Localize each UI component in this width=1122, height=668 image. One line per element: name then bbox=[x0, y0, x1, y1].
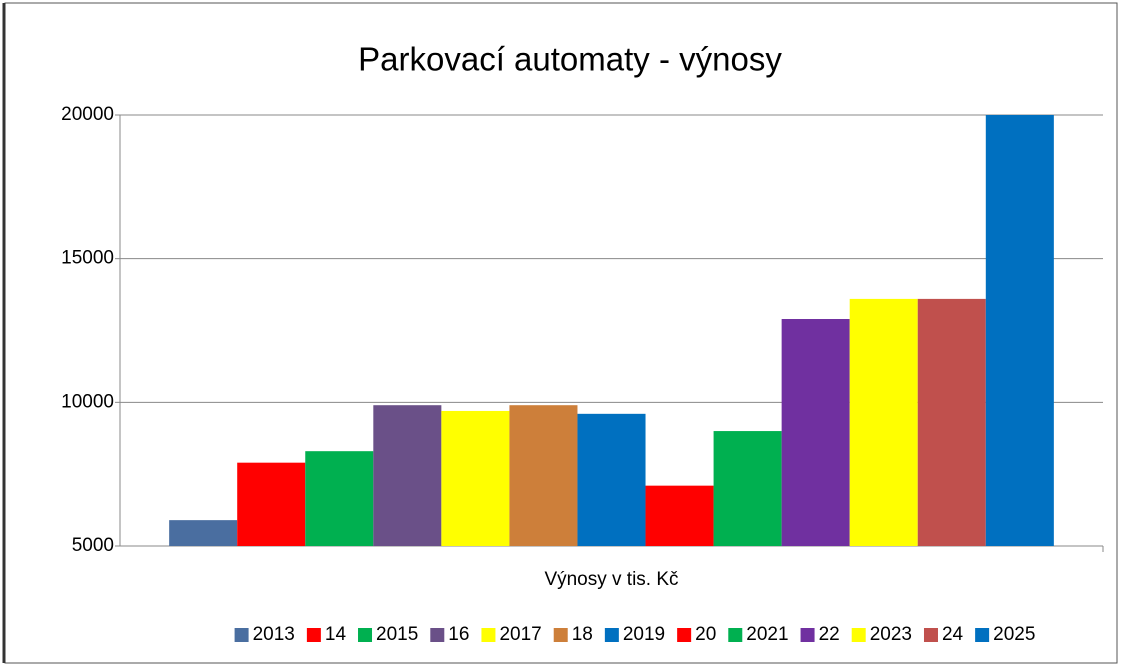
bar bbox=[441, 410, 510, 546]
legend-swatch bbox=[481, 628, 496, 642]
bar bbox=[713, 431, 782, 546]
bar bbox=[645, 485, 714, 546]
legend-swatch bbox=[728, 628, 743, 642]
legend-label: 2023 bbox=[870, 624, 912, 645]
legend-label: 20 bbox=[695, 624, 716, 645]
legend-swatch bbox=[604, 628, 619, 642]
legend-swatch bbox=[306, 628, 321, 642]
legend-swatch bbox=[234, 628, 249, 642]
legend-swatch bbox=[975, 628, 990, 642]
bar bbox=[305, 451, 374, 546]
legend-label: 2015 bbox=[376, 624, 418, 645]
bar bbox=[237, 462, 306, 546]
legend-swatch bbox=[430, 628, 445, 642]
legend-label: 24 bbox=[942, 624, 964, 645]
legend-label: 2017 bbox=[499, 624, 541, 645]
legend-label: 2019 bbox=[623, 624, 665, 645]
bar bbox=[985, 115, 1054, 546]
chart-title: Parkovací automaty - výnosy bbox=[358, 41, 782, 78]
legend-label: 2025 bbox=[993, 624, 1035, 645]
legend-label: 18 bbox=[572, 624, 593, 645]
bar bbox=[577, 413, 646, 546]
legend-swatch bbox=[800, 628, 815, 642]
legend-swatch bbox=[923, 628, 938, 642]
y-tick-label: 15000 bbox=[61, 248, 114, 269]
legend-label: 22 bbox=[819, 624, 840, 645]
x-tick-label: Výnosy v tis. Kč bbox=[544, 569, 678, 590]
legend-label: 2021 bbox=[746, 624, 788, 645]
legend-swatch bbox=[358, 628, 373, 642]
legend-label: 16 bbox=[448, 624, 469, 645]
bar bbox=[849, 298, 918, 546]
y-tick-label: 20000 bbox=[61, 104, 114, 125]
bar bbox=[169, 520, 238, 546]
legend-swatch bbox=[553, 628, 568, 642]
legend-swatch bbox=[677, 628, 692, 642]
y-tick-label: 5000 bbox=[72, 535, 114, 556]
legend-label: 2013 bbox=[253, 624, 295, 645]
legend-label: 14 bbox=[325, 624, 347, 645]
bar bbox=[917, 298, 986, 546]
y-tick-label: 10000 bbox=[61, 391, 114, 412]
bar bbox=[509, 405, 578, 546]
bar bbox=[373, 405, 442, 546]
bar bbox=[781, 319, 850, 546]
legend-swatch bbox=[851, 628, 866, 642]
